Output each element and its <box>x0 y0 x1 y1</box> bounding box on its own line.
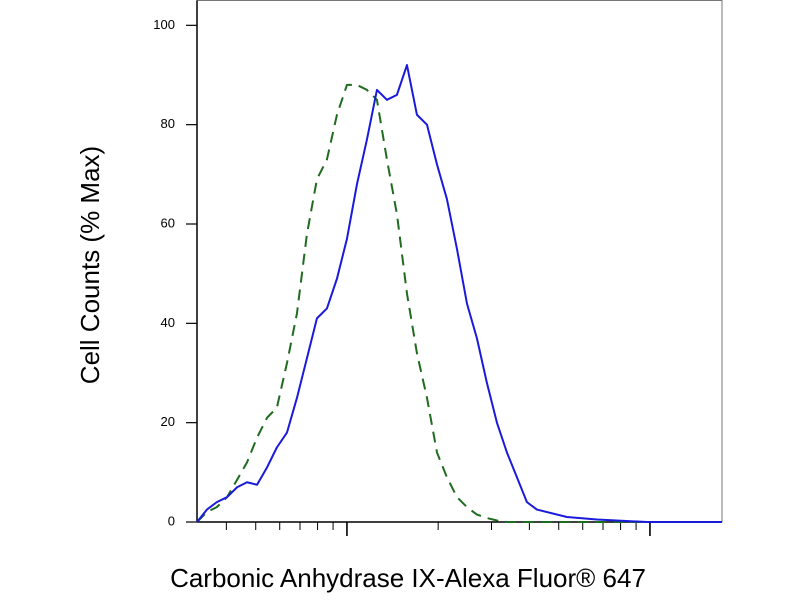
y-tick-label: 0 <box>168 513 175 528</box>
y-tick-label: 20 <box>161 414 175 429</box>
histogram-line <box>196 64 722 523</box>
y-tick-label: 60 <box>161 215 175 230</box>
y-tick-label: 80 <box>161 116 175 131</box>
y-axis-label: Cell Counts (% Max) <box>75 146 105 384</box>
x-axis-label: Carbonic Anhydrase IX-Alexa Fluor® 647 <box>170 563 646 593</box>
y-tick-label: 40 <box>161 315 175 330</box>
y-tick-label: 100 <box>153 17 175 32</box>
histogram-line <box>196 83 722 523</box>
